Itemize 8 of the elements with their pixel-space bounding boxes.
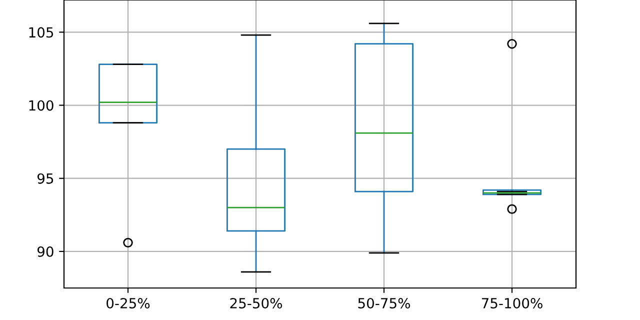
x-tick-label: 0-25% xyxy=(106,298,150,308)
x-tick-label: 25-50% xyxy=(230,298,282,308)
y-tick-label: 105 xyxy=(29,27,54,38)
y-tick-label: 95 xyxy=(37,173,54,184)
x-tick-label: 75-100% xyxy=(482,298,542,308)
x-tick-label: 50-75% xyxy=(358,298,410,308)
y-tick-label: 100 xyxy=(29,100,54,111)
y-tick-label: 90 xyxy=(37,246,54,257)
